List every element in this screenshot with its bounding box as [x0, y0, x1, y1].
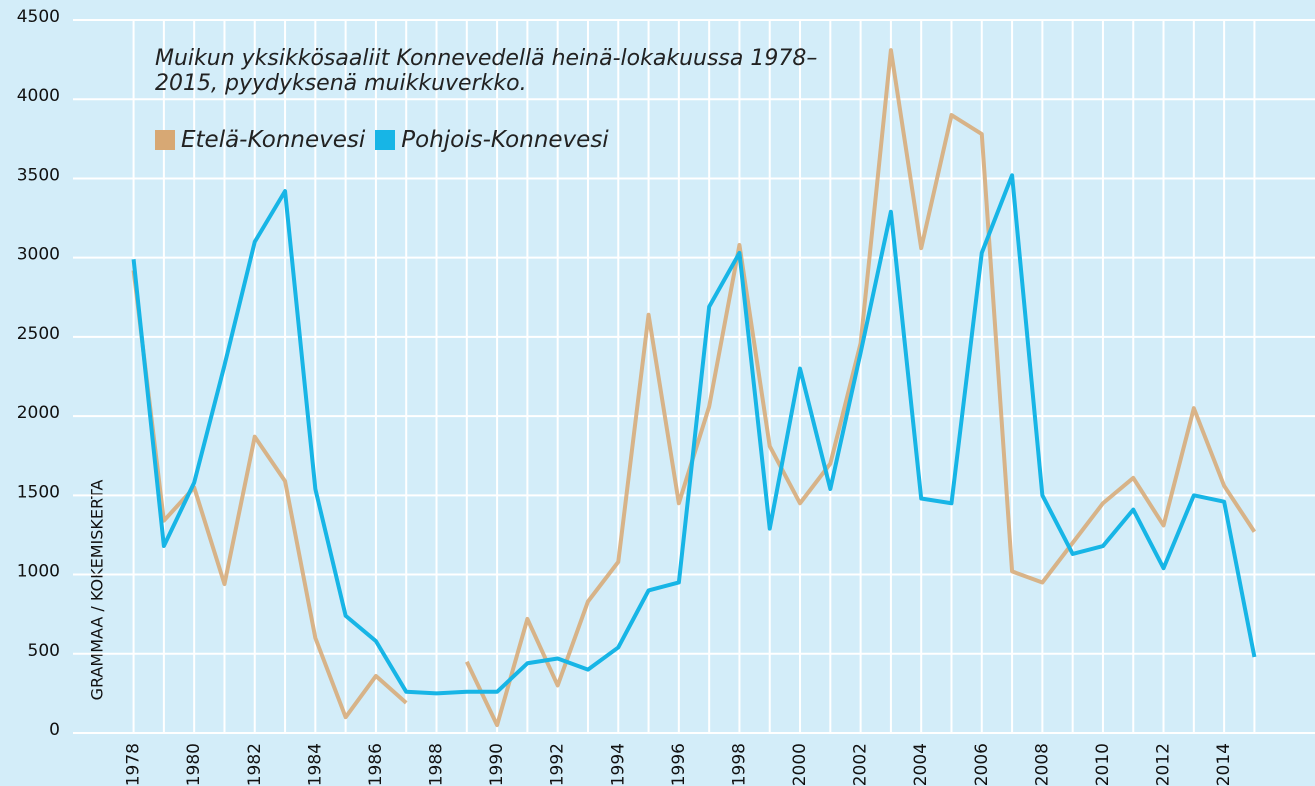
y-tick-label: 500 — [28, 641, 60, 661]
x-tick-label: 2004 — [911, 743, 931, 786]
x-tick-label: 1986 — [366, 743, 386, 786]
y-axis-label: GRAMMAA / KOKEMISKERTA — [88, 480, 107, 701]
legend-item: Etelä-Konnevesi — [155, 127, 365, 153]
line-series — [131, 173, 1257, 696]
y-tick-label: 4000 — [17, 86, 60, 106]
x-tick-label: 2012 — [1154, 743, 1174, 786]
y-tick-label: 0 — [49, 720, 60, 740]
legend-item: Pohjois-Konnevesi — [375, 127, 609, 153]
y-tick-label: 2500 — [17, 324, 60, 344]
legend: Etelä-Konnevesi Pohjois-Konnevesi — [155, 127, 609, 153]
y-tick-label: 1000 — [17, 562, 60, 582]
x-tick-label: 1998 — [729, 743, 749, 786]
y-tick-label: 4500 — [17, 7, 60, 27]
x-tick-label: 1988 — [427, 743, 447, 786]
x-tick-label: 2000 — [790, 743, 810, 786]
subtitle: Muikun yksikkösaaliit Konnevedellä heinä… — [155, 46, 818, 96]
x-tick-label: 2010 — [1093, 743, 1113, 786]
grid — [73, 19, 1315, 734]
legend-label: Etelä-Konnevesi — [181, 127, 366, 153]
x-tick-label: 1980 — [184, 743, 204, 786]
y-tick-label: 3000 — [17, 245, 60, 265]
x-tick-label: 1978 — [124, 743, 144, 786]
x-tick-label: 1982 — [245, 743, 265, 786]
x-tick-label: 2014 — [1214, 743, 1234, 786]
y-tick-label: 3500 — [17, 165, 60, 185]
legend-swatch — [155, 130, 175, 150]
x-tick-label: 2008 — [1032, 743, 1052, 786]
x-tick-label: 1984 — [305, 743, 325, 786]
x-tick-label: 2002 — [851, 743, 871, 786]
x-tick-label: 1992 — [548, 743, 568, 786]
legend-swatch — [375, 130, 396, 150]
x-tick-label: 1996 — [669, 743, 689, 786]
legend-label: Pohjois-Konnevesi — [401, 127, 609, 153]
x-tick-label: 2006 — [972, 743, 992, 786]
x-tick-label: 1990 — [487, 743, 507, 786]
y-tick-label: 1500 — [17, 482, 60, 502]
line-series — [131, 270, 408, 720]
x-tick-label: 1994 — [608, 743, 628, 786]
y-tick-label: 2000 — [17, 403, 60, 423]
